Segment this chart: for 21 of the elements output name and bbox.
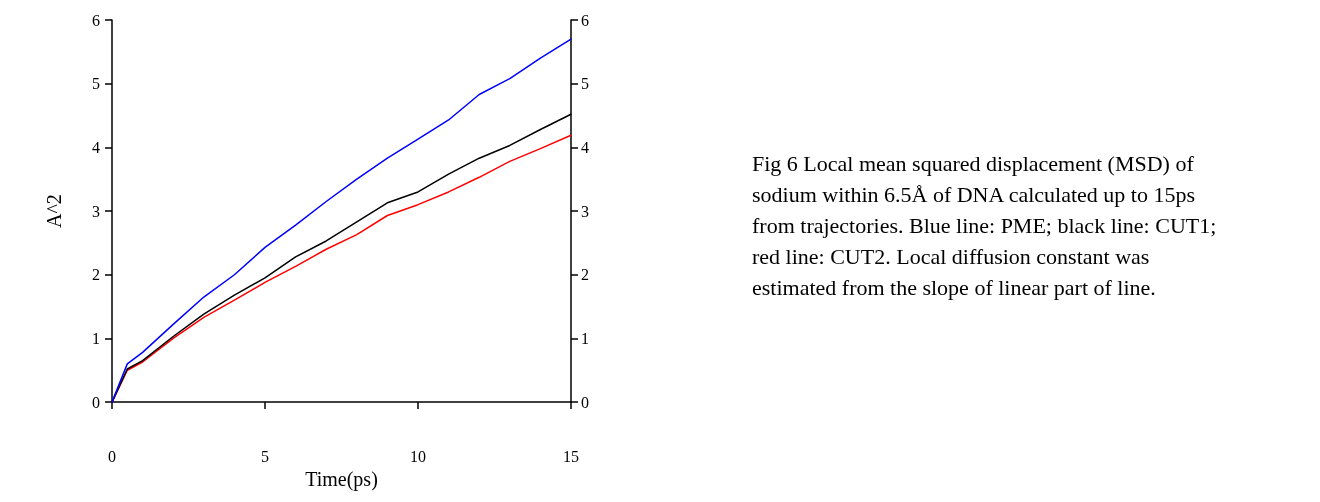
y-tick-label: 2 (92, 266, 100, 284)
y2-tick-label: 3 (581, 202, 589, 220)
y-tick-label: 0 (92, 393, 100, 411)
y-tick-label: 5 (92, 75, 100, 93)
x-axis-title: Time(ps) (305, 468, 378, 491)
x-tick-label: 15 (563, 447, 579, 465)
y2-tick-label: 0 (581, 393, 589, 411)
x-tick-label: 0 (108, 447, 116, 465)
y2-tick-label: 4 (581, 138, 589, 156)
y2-tick-label: 2 (581, 266, 589, 284)
y-tick-label: 4 (92, 138, 100, 156)
y2-tick-label: 1 (581, 329, 589, 347)
y-tick-label: 6 (92, 11, 100, 29)
y-axis-title: A^2 (43, 194, 65, 228)
y2-tick-label: 5 (581, 75, 589, 93)
x-tick-label: 10 (410, 447, 426, 465)
y2-tick-label: 6 (581, 11, 589, 29)
y-tick-label: 1 (92, 329, 100, 347)
caption: Fig 6 Local mean squared displacement (MSD) of sodium within 6.5Å of DNA calculated up to 15ps from trajectories. Blue line: PME; black line: CUT1; red line: CUT2. Local diffusion constant was estimated from the slope of linear part of line. (752, 151, 1222, 300)
y-tick-label: 3 (92, 202, 100, 220)
x-tick-label: 5 (261, 447, 269, 465)
